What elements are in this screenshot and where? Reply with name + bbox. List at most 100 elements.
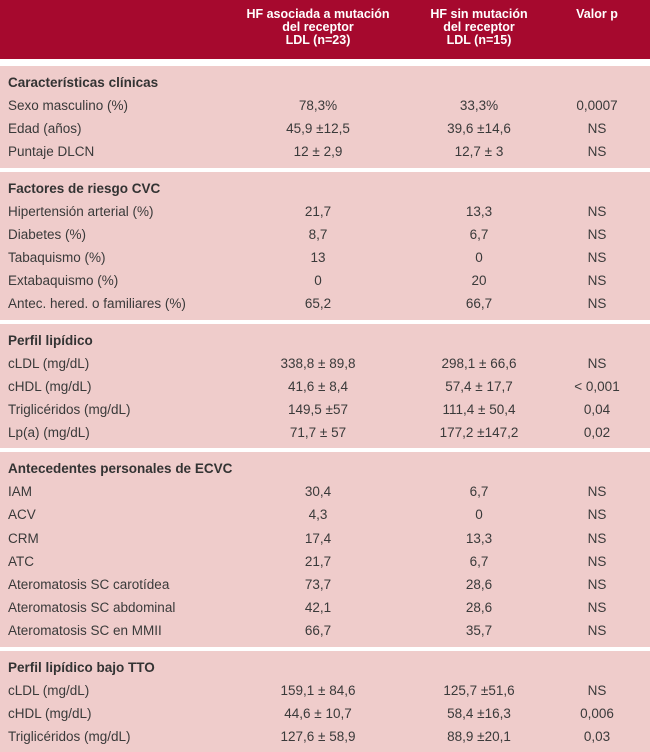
section-title: Características clínicas [8,75,159,90]
p-value: NS [587,577,607,592]
header-col-label [0,0,222,59]
table-section: Factores de riesgo CVC Hipertensión arter… [0,171,650,320]
header-col-pvalue: Valor p [576,7,618,21]
value-no-mutation: 298,1 ± 66,6 [441,355,517,371]
section-title: Perfil lipídico [8,332,93,348]
row-label: Triglicéridos (mg/dL) [8,728,131,744]
value-no-mutation: 13,3 [465,203,493,219]
value-no-mutation: 39,6 ±14,6 [447,121,511,137]
header-col-mutation-line3: LDL (n=23) [285,33,351,47]
value-mutation: 13 [310,249,326,265]
value-mutation: 41,6 ± 8,4 [288,378,348,394]
value-mutation: 21,7 [304,203,332,219]
table-row: Ateromatosis SC abdominal 42,1 28,6 NS [0,596,650,619]
row-label: Antec. hered. o familiares (%) [8,296,186,312]
value-mutation: 127,6 ± 58,9 [280,728,356,744]
value-mutation: 338,8 ± 89,8 [280,355,356,371]
row-label: Triglicéridos (mg/dL) [8,401,131,417]
table-body: Características clínicas Sexo masculino (… [0,66,650,752]
header-col-no-mutation-line2: del receptor [443,20,515,34]
value-mutation: 12 ± 2,9 [293,144,343,160]
value-no-mutation: 12,7 ± 3 [454,144,504,160]
row-label: Ateromatosis SC abdominal [8,600,176,616]
table-row: cHDL (mg/dL) 41,6 ± 8,4 57,4 ± 17,7 < 0,001 [0,375,650,398]
value-no-mutation: 6,7 [469,484,489,500]
table-row: Antec. hered. o familiares (%) 65,2 66,7 NS [0,292,650,315]
p-value: NS [587,203,607,219]
value-mutation: 17,4 [304,530,332,546]
table-header: HF asociada a mutación del receptor LDL … [0,0,650,59]
header-col-no-mutation-line1: HF sin mutación [430,7,528,21]
value-mutation: 78,3% [298,98,338,113]
p-value: NS [587,355,607,371]
value-mutation: 149,5 ±57 [288,401,348,417]
table-section: Antecedentes personales de ECVC IAM 30,4 6,… [0,452,650,647]
row-label: Ateromatosis SC en MMII [8,623,162,639]
header-col-no-mutation-line3: LDL (n=15) [446,33,512,47]
value-no-mutation: 13,3 [465,530,493,546]
value-mutation: 44,6 ± 10,7 [284,705,352,721]
section-title: Factores de riesgo CVC [8,180,161,196]
table-row: Ateromatosis SC en MMII 66,7 35,7 NS [0,619,650,642]
value-no-mutation: 6,7 [469,553,489,569]
row-label: Ateromatosis SC carotídea [8,577,170,592]
value-mutation: 45,9 ±12,5 [286,121,350,137]
p-value: 0,04 [583,401,611,417]
p-value: NS [587,484,607,500]
row-label: CRM [8,530,39,546]
value-mutation: 42,1 [304,600,332,616]
section-title: Perfil lipídico bajo TTO [8,659,155,675]
row-label: Lp(a) (mg/dL) [8,425,90,441]
value-no-mutation: 0 [475,249,483,265]
value-no-mutation: 57,4 ± 17,7 [445,378,513,394]
value-no-mutation: 88,9 ±20,1 [447,728,511,744]
row-label: Extabaquismo (%) [8,273,119,289]
table-row: Triglicéridos (mg/dL) 149,5 ±57 111,4 ± 50… [0,398,650,421]
p-value: NS [587,144,607,160]
table-row: Puntaje DLCN 12 ± 2,9 12,7 ± 3 NS [0,140,650,163]
value-mutation: 21,7 [304,553,332,569]
value-no-mutation: 177,2 ±147,2 [439,425,519,441]
row-label: ATC [8,553,34,569]
value-no-mutation: 125,7 ±51,6 [443,682,515,698]
p-value: NS [587,623,607,639]
value-mutation: 159,1 ± 84,6 [280,682,356,698]
row-label: cLDL (mg/dL) [8,355,90,371]
table-section: Perfil lipídico cLDL (mg/dL) 338,8 ± 89,8 2… [0,323,650,449]
row-label: Sexo masculino (%) [8,98,129,113]
p-value: NS [587,553,607,569]
p-value: 0,03 [583,728,611,744]
value-mutation: 0 [314,273,322,289]
row-label: cHDL (mg/dL) [8,705,92,721]
value-no-mutation: 33,3% [459,98,499,113]
table-row: IAM 30,4 6,7 NS [0,480,650,503]
p-value: NS [587,249,607,265]
table-row: Edad (años) 45,9 ±12,5 39,6 ±14,6 NS [0,117,650,140]
p-value: NS [587,600,607,616]
table-row: Tabaquismo (%) 13 0 NS [0,246,650,269]
table-row: cLDL (mg/dL) 338,8 ± 89,8 298,1 ± 66,6 NS [0,352,650,375]
table-row: Diabetes (%) 8,7 6,7 NS [0,223,650,246]
value-no-mutation: 58,4 ±16,3 [447,705,511,721]
row-label: ACV [8,507,36,523]
row-label: cLDL (mg/dL) [8,682,90,698]
table-row: Hipertensión arterial (%) 21,7 13,3 NS [0,200,650,223]
value-no-mutation: 35,7 [465,623,493,639]
value-mutation: 4,3 [308,507,328,523]
section-title: Antecedentes personales de ECVC [8,461,233,477]
table-row: Ateromatosis SC carotídea 73,7 28,6 NS [0,573,650,596]
row-label: Edad (años) [8,121,82,137]
value-no-mutation: 0 [475,507,483,523]
value-no-mutation: 6,7 [469,226,489,242]
row-label: Tabaquismo (%) [8,249,106,265]
header-col-mutation: HF asociada a mutación del receptor LDL … [222,0,414,59]
p-value: NS [587,121,607,137]
p-value: NS [587,296,607,312]
value-mutation: 65,2 [304,296,332,312]
table-row: cLDL (mg/dL) 159,1 ± 84,6 125,7 ±51,6 NS [0,679,650,702]
table-row: ATC 21,7 6,7 NS [0,550,650,573]
value-mutation: 30,4 [304,484,332,500]
p-value: NS [587,682,607,698]
value-no-mutation: 20 [471,273,487,289]
table-section: Perfil lipídico bajo TTO cLDL (mg/dL) 159,… [0,650,650,752]
